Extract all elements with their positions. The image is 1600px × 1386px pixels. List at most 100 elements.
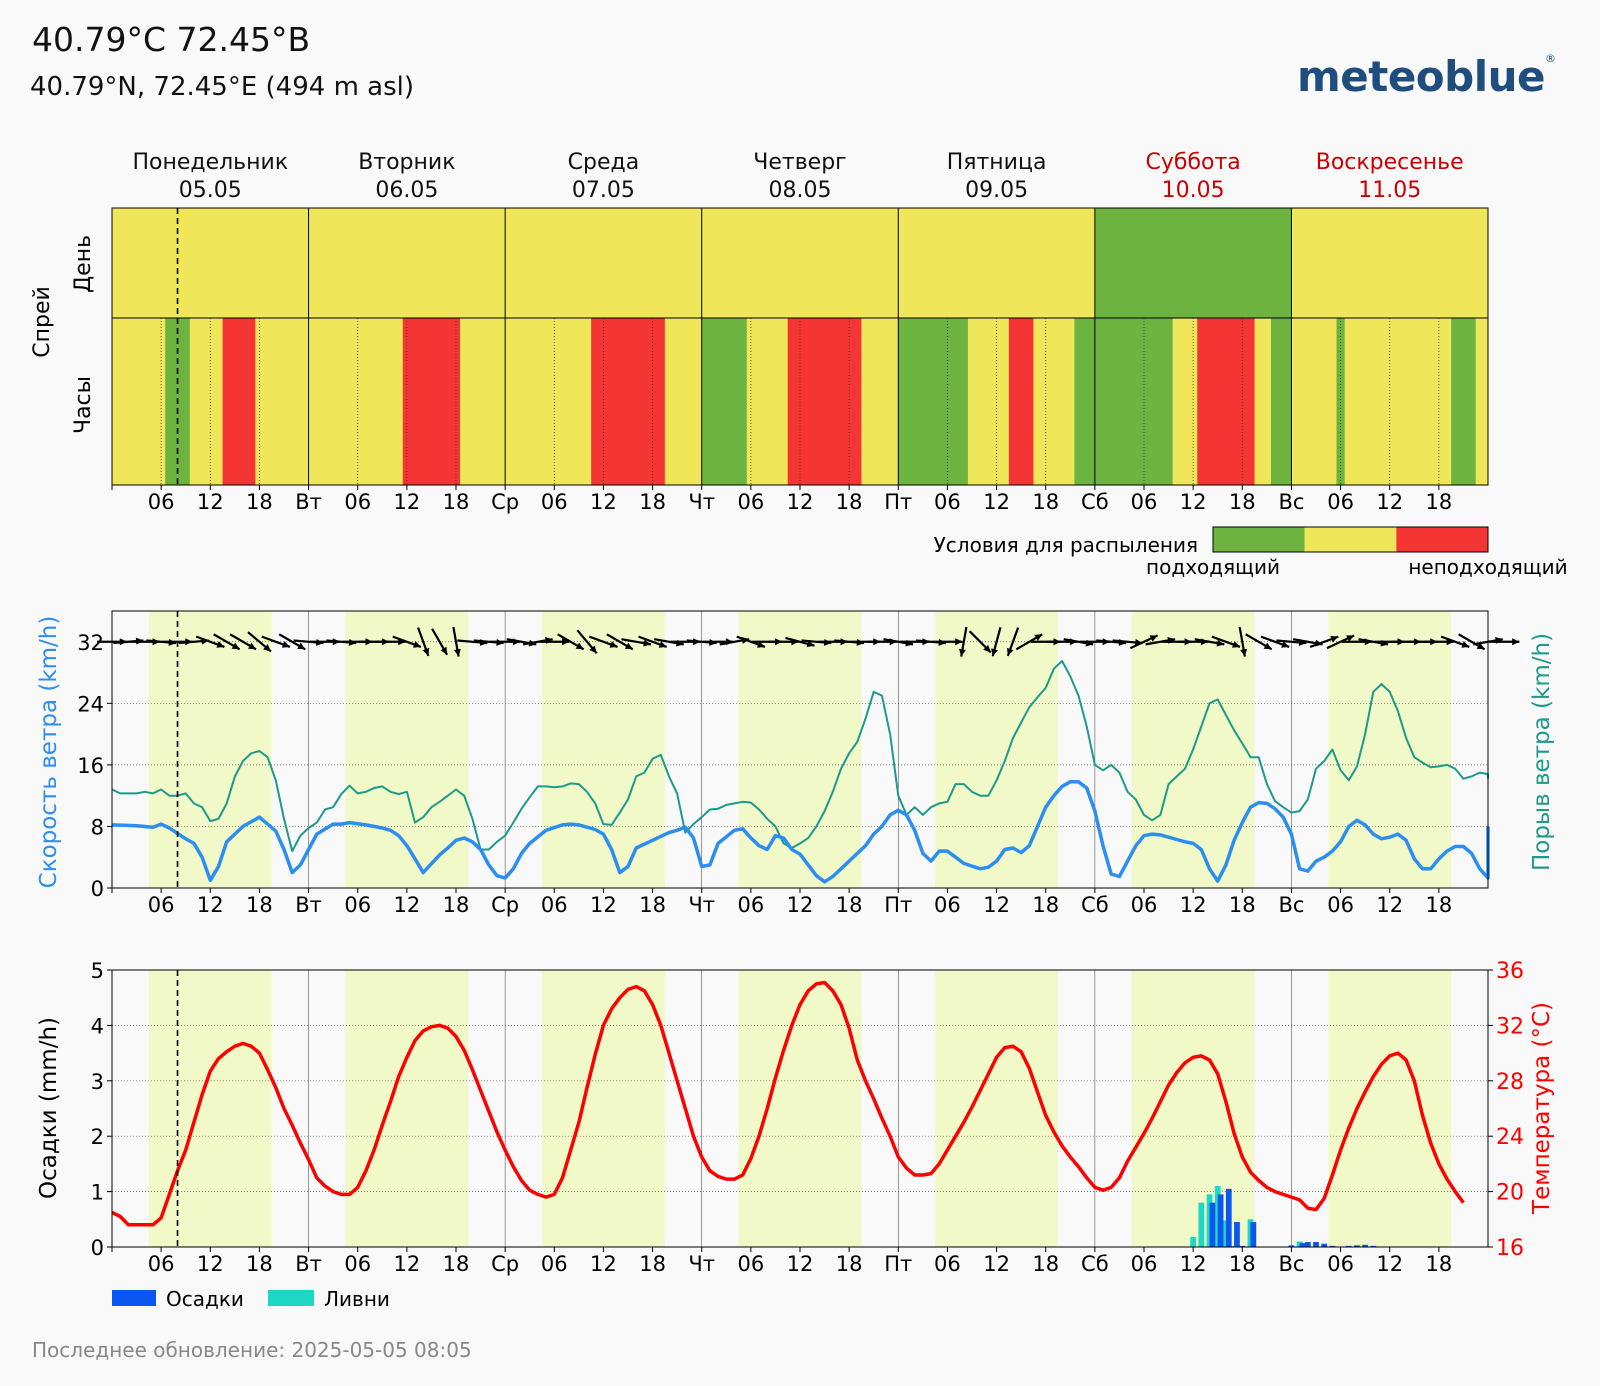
wind-direction-arrow xyxy=(991,627,1002,657)
wind-direction-arrow xyxy=(1440,635,1470,648)
x-tick-label: Ср xyxy=(491,893,519,917)
wind-arrow-head xyxy=(791,638,799,646)
day-spray-cell xyxy=(1094,208,1292,318)
x-tick-label: 18 xyxy=(443,490,470,514)
wind-arrow-head xyxy=(332,638,340,646)
y2-tick-label: 36 xyxy=(1496,959,1524,984)
day-date-label: 10.05 xyxy=(1162,178,1225,203)
wind-direction-arrow xyxy=(1161,638,1192,646)
wind-direction-arrow xyxy=(97,638,127,646)
wind-direction-arrow xyxy=(113,637,144,645)
y2-tick-label: 20 xyxy=(1496,1181,1524,1206)
x-tick-label: 12 xyxy=(1180,1252,1207,1276)
wind-arrow-head xyxy=(873,638,881,646)
wind-arrow-shaft xyxy=(638,635,668,648)
x-tick-label: 12 xyxy=(393,893,420,917)
x-tick-label: 18 xyxy=(1032,893,1059,917)
legend-label-showers: Ливни xyxy=(324,1287,390,1311)
wind-arrow-head xyxy=(1476,642,1485,650)
hourly-spray-cell xyxy=(1336,318,1345,485)
day-spray-cell xyxy=(1291,208,1488,318)
showers-bar xyxy=(1223,1220,1229,1247)
wind-direction-arrow xyxy=(1358,638,1389,647)
wind-direction-arrow xyxy=(473,638,504,646)
hourly-spray-cell xyxy=(1344,318,1452,485)
x-tick-label: 12 xyxy=(787,490,814,514)
wind-direction-arrow xyxy=(621,638,652,647)
wind-arrow-head xyxy=(905,639,914,647)
x-tick-label: 12 xyxy=(1180,490,1207,514)
y2-tick-label: 24 xyxy=(1496,1125,1524,1150)
wind-arrow-head xyxy=(1053,638,1061,646)
daylight-band xyxy=(148,611,272,888)
wind-direction-arrow xyxy=(392,635,422,648)
wind-arrow-shaft xyxy=(736,635,766,648)
hourly-spray-cell xyxy=(189,318,223,485)
legend-swatch xyxy=(1396,527,1488,552)
wind-arrow-head xyxy=(1263,642,1272,650)
x-tick-label: 12 xyxy=(393,1252,420,1276)
wind-direction-arrow xyxy=(417,627,430,657)
x-tick-label: 18 xyxy=(1032,490,1059,514)
legend-swatch-precip xyxy=(112,1290,156,1306)
wind-arrow-head xyxy=(1461,641,1470,648)
hourly-spray-cell xyxy=(222,318,256,485)
x-tick-label: 12 xyxy=(983,893,1010,917)
row-label-day: День xyxy=(71,235,96,293)
day-name-label: Четверг xyxy=(753,150,846,175)
day-name-label: Среда xyxy=(568,150,640,175)
x-tick-label: 06 xyxy=(344,490,371,514)
x-tick-label: 06 xyxy=(1327,893,1354,917)
wind-arrow-shaft xyxy=(588,635,618,648)
x-tick-label: Вс xyxy=(1278,1252,1304,1276)
precipitation-bar xyxy=(1304,1242,1311,1247)
x-tick-label: Пт xyxy=(884,490,912,514)
wind-arrow-shaft xyxy=(991,627,1002,657)
x-tick-label: Вс xyxy=(1278,893,1304,917)
x-tick-label: Пт xyxy=(884,1252,912,1276)
x-tick-label: 18 xyxy=(639,490,666,514)
gust-line xyxy=(111,660,1489,853)
day-spray-cell xyxy=(112,208,309,318)
wind-arrow-shaft xyxy=(1473,638,1503,646)
wind-arrow-head xyxy=(1216,639,1225,647)
daylight-band xyxy=(542,970,665,1247)
hourly-spray-cell xyxy=(1254,318,1272,485)
wind-direction-arrow xyxy=(576,629,598,654)
x-tick-label: 18 xyxy=(1425,893,1452,917)
wind-arrow-shaft xyxy=(883,638,914,646)
wind-speed-axis-title: Скорость ветра (km/h) xyxy=(36,616,62,889)
wind-direction-arrow xyxy=(638,635,668,648)
hourly-spray-cell xyxy=(112,318,166,485)
wind-arrow-shaft xyxy=(968,630,992,654)
y-tick-label: 2 xyxy=(91,1125,104,1149)
wind-arrow-shaft xyxy=(1276,639,1307,645)
wind-direction-arrow xyxy=(1006,627,1020,657)
day-date-label: 11.05 xyxy=(1358,178,1421,203)
wind-arrow-shaft xyxy=(557,633,585,651)
wind-direction-arrow xyxy=(229,633,257,651)
wind-direction-arrow xyxy=(959,626,968,657)
daylight-band xyxy=(1328,970,1452,1247)
day-name-label: Воскресенье xyxy=(1316,150,1464,175)
wind-arrow-head xyxy=(840,638,848,646)
meteoblue-logo[interactable]: meteoblue® xyxy=(1297,52,1556,101)
wind-direction-arrow xyxy=(916,638,947,646)
wind-arrow-head xyxy=(348,638,357,646)
wind-arrow-head xyxy=(922,638,930,646)
hourly-spray-cell xyxy=(701,318,748,485)
wind-arrow-head xyxy=(381,638,390,646)
x-tick-label: 06 xyxy=(934,893,961,917)
wind-arrow-head xyxy=(589,645,597,654)
wind-arrow-head xyxy=(562,638,570,646)
daylight-band xyxy=(738,970,862,1247)
hourly-spray-cell xyxy=(1197,318,1255,485)
y-tick-label: 24 xyxy=(77,692,104,716)
x-tick-label: 18 xyxy=(443,1252,470,1276)
hourly-spray-cell xyxy=(255,318,309,485)
wind-arrow-shaft xyxy=(1112,639,1143,645)
hourly-spray-cell xyxy=(1033,318,1075,485)
legend-frame xyxy=(1212,526,1489,553)
wind-arrow-shaft xyxy=(621,638,652,646)
wind-direction-arrow xyxy=(1391,638,1422,646)
